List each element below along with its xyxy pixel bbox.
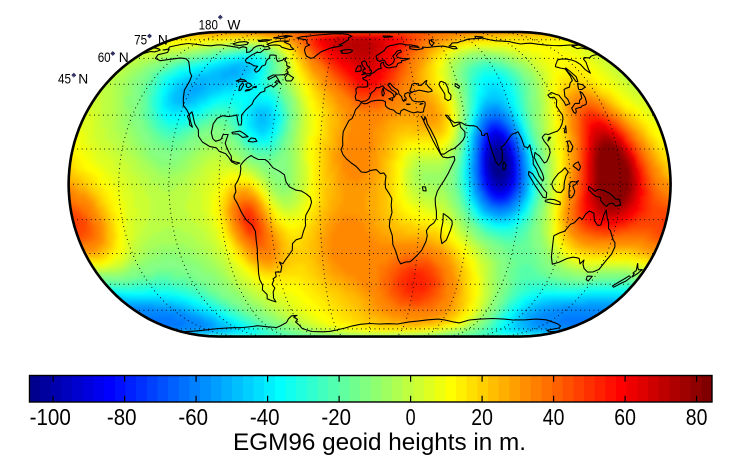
- svg-text:20: 20: [471, 404, 493, 430]
- svg-text:EGM96 geoid heights in m.: EGM96 geoid heights in m.: [233, 429, 526, 456]
- svg-text:40: 40: [543, 404, 565, 430]
- svg-text:75: 75: [134, 32, 147, 47]
- svg-text:-60: -60: [178, 404, 208, 430]
- svg-text:-100: -100: [30, 404, 71, 430]
- svg-text:N: N: [78, 72, 88, 87]
- svg-text:45: 45: [58, 72, 71, 87]
- svg-text:180: 180: [199, 17, 219, 32]
- svg-text:N: N: [119, 50, 129, 65]
- svg-text:W: W: [227, 17, 240, 32]
- svg-text:80: 80: [686, 404, 708, 430]
- svg-text:-20: -20: [321, 404, 351, 430]
- svg-text:0: 0: [406, 404, 416, 430]
- svg-text:N: N: [158, 32, 168, 47]
- svg-text:-40: -40: [250, 404, 280, 430]
- svg-text:60: 60: [614, 404, 636, 430]
- svg-text:60: 60: [98, 50, 111, 65]
- svg-text:-80: -80: [107, 404, 137, 430]
